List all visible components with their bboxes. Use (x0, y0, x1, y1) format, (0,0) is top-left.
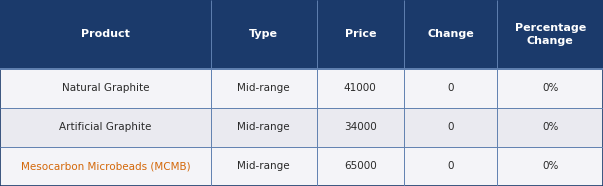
Text: 0: 0 (447, 122, 454, 132)
Bar (0, 69, 211, 108)
Text: 41000: 41000 (344, 83, 377, 93)
Bar (317, 69, 404, 108)
Text: Natural Graphite: Natural Graphite (62, 83, 150, 93)
Bar (497, 147, 603, 186)
Bar (497, 69, 603, 108)
Bar (404, 147, 497, 186)
Bar (211, 108, 317, 147)
Bar (0, 108, 211, 147)
Bar (317, 108, 404, 147)
Text: Percentage
Change: Percentage Change (514, 23, 586, 46)
Bar (404, 108, 497, 147)
Bar (404, 0, 497, 69)
Bar (497, 0, 603, 69)
Text: Product: Product (81, 29, 130, 39)
Text: 0%: 0% (542, 122, 558, 132)
Text: Mid-range: Mid-range (238, 122, 290, 132)
Text: Mesocarbon Microbeads (MCMB): Mesocarbon Microbeads (MCMB) (21, 161, 191, 171)
Text: Mid-range: Mid-range (238, 161, 290, 171)
Bar (211, 147, 317, 186)
Text: 0%: 0% (542, 161, 558, 171)
Bar (404, 69, 497, 108)
Text: Artificial Graphite: Artificial Graphite (59, 122, 152, 132)
Text: 65000: 65000 (344, 161, 377, 171)
Text: 34000: 34000 (344, 122, 377, 132)
Bar (317, 0, 404, 69)
Bar (317, 147, 404, 186)
Text: Price: Price (344, 29, 376, 39)
Bar (0, 0, 211, 69)
Text: 0: 0 (447, 83, 454, 93)
Text: Mid-range: Mid-range (238, 83, 290, 93)
Bar (0, 147, 211, 186)
Bar (497, 108, 603, 147)
Text: 0%: 0% (542, 83, 558, 93)
Bar (211, 0, 317, 69)
Text: Type: Type (249, 29, 279, 39)
Text: 0: 0 (447, 161, 454, 171)
Bar (211, 69, 317, 108)
Text: Change: Change (428, 29, 474, 39)
